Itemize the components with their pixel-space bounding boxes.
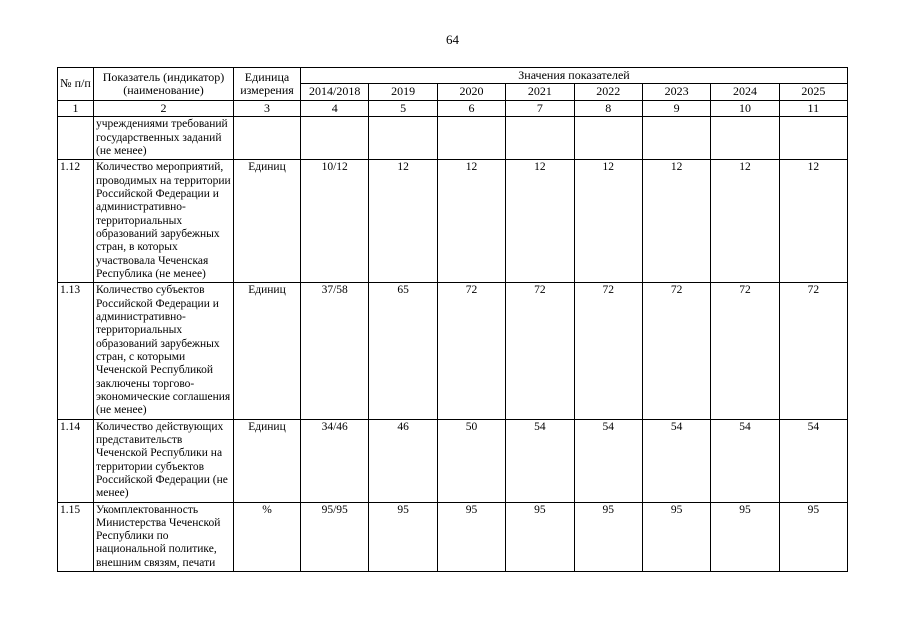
- column-index-cell: 5: [368, 99, 438, 118]
- value-cell: 54: [573, 418, 643, 503]
- year-header-cell: 2021: [505, 83, 575, 101]
- value-cell: 34/46: [299, 418, 370, 503]
- value-cell: 37/58: [299, 282, 370, 420]
- value-cell: 12: [436, 159, 507, 284]
- year-header-row: 2014/2018 2019 2020 2021 2022 2023 2024 2025: [58, 83, 849, 101]
- value-cell: 95: [368, 501, 438, 573]
- value-cell: 54: [641, 418, 712, 503]
- value-cell: 12: [710, 159, 780, 284]
- table-header: № п/п Показатель (индикатор) (наименован…: [57, 66, 849, 118]
- value-cell: [299, 116, 370, 161]
- value-cell: 95: [436, 501, 507, 573]
- row-number-cell: 1.13: [57, 282, 94, 420]
- row-number-cell: 1.15: [57, 501, 94, 573]
- col-header-num: № п/п: [57, 67, 94, 101]
- year-header-cell: 2024: [710, 83, 780, 101]
- value-cell: 54: [505, 418, 575, 503]
- year-header-cell: 2025: [778, 83, 849, 101]
- indicator-name-cell: Укомплектованность Министерства Чеченско…: [93, 501, 234, 573]
- column-index-cell: 6: [436, 99, 507, 118]
- value-cell: 65: [368, 282, 438, 420]
- indicator-name-cell: Количество мероприятий, проводимых на те…: [93, 159, 234, 284]
- table-row: 1.15 Укомплектованность Министерства Чече…: [57, 501, 849, 573]
- col-header-unit: Единица измерения: [233, 67, 301, 101]
- value-cell: [710, 116, 780, 161]
- unit-cell: %: [233, 501, 301, 573]
- unit-cell: Единиц: [233, 159, 301, 284]
- column-index-cell: 4: [299, 99, 370, 118]
- value-cell: 12: [778, 159, 849, 284]
- value-cell: [505, 116, 575, 161]
- page-number: 64: [446, 32, 459, 47]
- value-cell: 95: [710, 501, 780, 573]
- value-cell: 12: [573, 159, 643, 284]
- year-header-cell: 2023: [641, 83, 712, 101]
- year-header-cell: 2014/2018: [299, 83, 370, 101]
- value-cell: 10/12: [299, 159, 370, 284]
- value-cell: 12: [368, 159, 438, 284]
- column-index-cell: 1: [57, 99, 94, 118]
- indicator-name-cell: Количество субъектов Российской Федераци…: [93, 282, 234, 420]
- value-cell: 72: [573, 282, 643, 420]
- value-cell: 12: [641, 159, 712, 284]
- table-body: учреждениями требований государственных …: [57, 116, 849, 573]
- main-header-row: № п/п Показатель (индикатор) (наименован…: [57, 66, 848, 101]
- value-cell: 95: [778, 501, 849, 573]
- column-index-cell: 3: [233, 99, 301, 118]
- unit-cell: [233, 116, 301, 161]
- table-row: 1.13 Количество субъектов Российской Феде…: [57, 282, 849, 420]
- column-index-cell: 8: [573, 99, 643, 118]
- column-index-cell: 9: [641, 99, 712, 118]
- row-number-cell: 1.12: [57, 159, 94, 284]
- value-cell: 46: [368, 418, 438, 503]
- unit-cell: Единиц: [233, 282, 301, 420]
- year-header-cell: 2022: [573, 83, 643, 101]
- column-index-cell: 7: [505, 99, 575, 118]
- value-cell: [778, 116, 849, 161]
- row-number-cell: [57, 116, 94, 161]
- value-cell: 72: [505, 282, 575, 420]
- index-header-row: 1 2 3 4 5 6 7 8 9 10 11: [57, 99, 849, 118]
- value-cell: 72: [710, 282, 780, 420]
- value-cell: 95: [573, 501, 643, 573]
- indicators-table: № п/п Показатель (индикатор) (наименован…: [57, 66, 849, 573]
- indicator-name-cell: Количество действующих представительств …: [93, 418, 234, 503]
- column-index-cell: 10: [710, 99, 780, 118]
- value-cell: [641, 116, 712, 161]
- year-header-cell: 2020: [436, 83, 507, 101]
- value-cell: [368, 116, 438, 161]
- value-cell: 12: [505, 159, 575, 284]
- value-cell: 54: [778, 418, 849, 503]
- value-cell: 72: [436, 282, 507, 420]
- col-header-values-group: Значения показателей: [300, 66, 848, 85]
- value-cell: 50: [436, 418, 507, 503]
- table-row: 1.12 Количество мероприятий, проводимых н…: [57, 159, 849, 284]
- year-header-cell: 2019: [368, 83, 438, 101]
- value-cell: 72: [641, 282, 712, 420]
- value-cell: 54: [710, 418, 780, 503]
- col-header-indicator: Показатель (индикатор) (наименование): [93, 67, 234, 101]
- table-row: учреждениями требований государственных …: [57, 116, 849, 161]
- value-cell: 95: [641, 501, 712, 573]
- table-row: 1.14 Количество действующих представитель…: [57, 418, 849, 503]
- column-index-cell: 11: [778, 99, 849, 118]
- unit-cell: Единиц: [233, 418, 301, 503]
- row-number-cell: 1.14: [57, 418, 94, 503]
- column-index-cell: 2: [93, 99, 234, 118]
- value-cell: [436, 116, 507, 161]
- value-cell: 95/95: [299, 501, 370, 573]
- value-cell: 95: [505, 501, 575, 573]
- value-cell: 72: [778, 282, 849, 420]
- value-cell: [573, 116, 643, 161]
- indicator-name-cell: учреждениями требований государственных …: [93, 116, 234, 161]
